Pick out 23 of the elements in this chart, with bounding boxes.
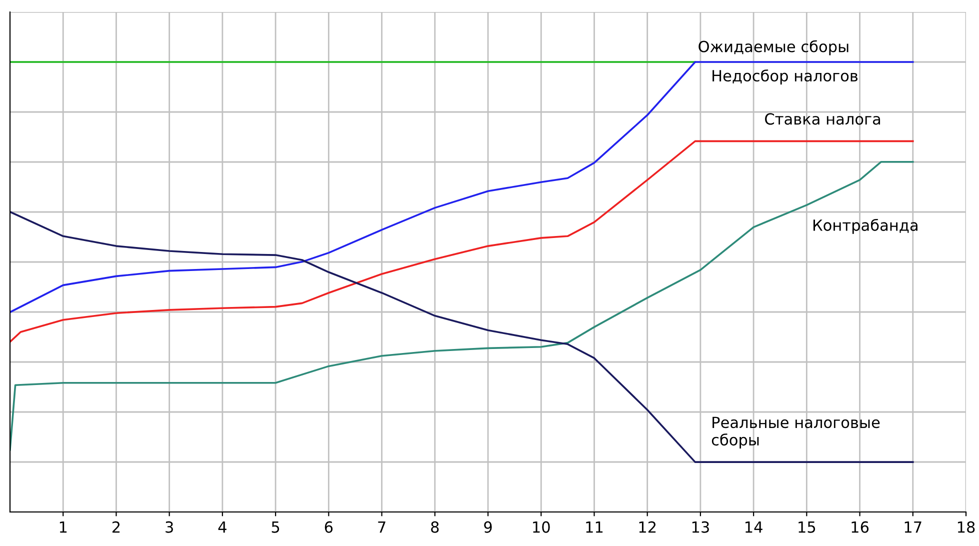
- x-tick-label: 7: [378, 522, 386, 533]
- x-tick-label: 2: [112, 521, 120, 533]
- x-tick-label: 12: [639, 521, 656, 533]
- x-tick-label: 17: [904, 522, 922, 533]
- x-tick-label: 16: [852, 521, 869, 533]
- series-label: Ожидаемые сборы: [698, 40, 848, 56]
- x-tick-label: 14: [746, 522, 762, 533]
- x-tick-label: 10: [533, 521, 550, 533]
- x-tick-label: 15: [798, 522, 816, 533]
- x-tick-label: 4: [218, 522, 226, 533]
- series-label: Ставка налога: [765, 113, 880, 125]
- series-label: Реальные налоговые сборы: [712, 416, 880, 449]
- x-tick-label: 3: [166, 521, 173, 533]
- x-tick-label: 18: [958, 521, 975, 533]
- x-tick-label: 9: [484, 521, 492, 533]
- x-tick-label: 5: [272, 522, 280, 533]
- x-tick-label: 8: [431, 521, 439, 533]
- series-label: Недосбор налогов: [712, 69, 858, 84]
- x-tick-label: 6: [324, 521, 333, 533]
- x-tick-label: 13: [692, 521, 709, 533]
- x-tick-label: 1: [60, 522, 67, 533]
- x-tick-label: 11: [586, 522, 603, 533]
- series-label: Контрабанда: [813, 218, 918, 234]
